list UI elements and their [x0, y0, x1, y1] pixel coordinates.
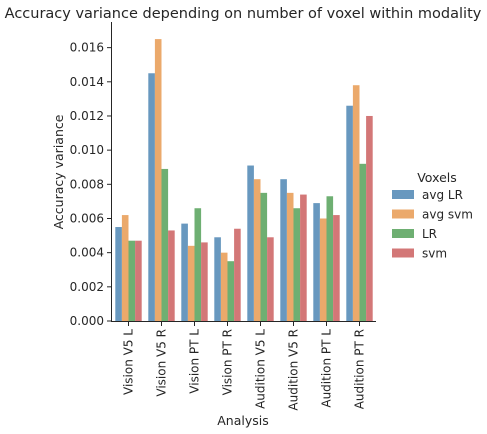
bar-avg-svm-7: [352, 85, 360, 321]
bar-avg-svm-3: [220, 252, 228, 321]
bar-avg-lr-5: [280, 179, 287, 321]
bar-svm-4: [267, 237, 274, 321]
legend-label: LR: [422, 227, 437, 241]
x-axis-label: Analysis: [217, 413, 269, 428]
bar-lr-4: [260, 192, 268, 321]
y-axis-label: Accuracy variance: [51, 114, 66, 229]
bar-svm-7: [366, 115, 373, 321]
y-tick-label: 0.006: [70, 211, 104, 225]
legend: Voxels avg LR avg svm LR svm: [392, 170, 473, 261]
chart-title: Accuracy variance depending on number of…: [5, 6, 482, 22]
bar-svm-3: [234, 228, 241, 321]
legend-swatch-avg-svm: [392, 209, 414, 219]
x-tick-label: Vision PT L: [188, 329, 202, 394]
legend-label: svm: [422, 247, 447, 261]
y-tick-label: 0.012: [70, 109, 104, 123]
bar-avg-svm-5: [286, 192, 294, 321]
bar-lr-0: [128, 240, 136, 321]
y-tick-label: 0.000: [70, 314, 104, 328]
y-tick-label: 0.004: [70, 246, 104, 260]
bar-lr-2: [194, 208, 202, 321]
legend-swatch-lr: [392, 229, 414, 238]
bar-avg-lr-4: [247, 165, 254, 321]
legend-label: avg LR: [422, 188, 463, 202]
bar-avg-lr-6: [313, 203, 320, 321]
x-tick-label: Audition V5 L: [254, 329, 268, 409]
bar-avg-svm-1: [154, 39, 162, 322]
bar-avg-svm-0: [121, 215, 129, 321]
x-axis: Vision V5 L Vision V5 R Vision PT L Vision …: [111, 321, 376, 411]
x-tick-label: Audition PT R: [353, 329, 367, 409]
x-tick-label: Audition V5 R: [287, 329, 301, 411]
y-tick-label: 0.008: [70, 177, 104, 191]
bar-lr-1: [161, 168, 169, 321]
x-tick-label: Vision V5 L: [122, 329, 136, 395]
x-tick-label: Vision V5 R: [155, 329, 169, 397]
bar-avg-svm-4: [253, 179, 261, 321]
bar-svm-1: [168, 230, 175, 321]
bar-svm-5: [300, 194, 307, 321]
legend-label: avg svm: [422, 208, 473, 222]
bar-avg-lr-0: [115, 227, 122, 321]
bar-svm-0: [135, 240, 142, 321]
legend-title: Voxels: [417, 170, 457, 185]
bar-svm-6: [333, 215, 340, 321]
bar-avg-svm-2: [187, 245, 195, 321]
bars-group: [115, 39, 373, 322]
bar-avg-svm-6: [319, 218, 327, 321]
legend-swatch-avg-lr: [392, 190, 414, 199]
y-tick-label: 0.002: [70, 280, 104, 294]
bar-svm-2: [201, 242, 208, 321]
legend-swatch-svm: [392, 248, 414, 258]
bar-lr-7: [359, 163, 367, 321]
bar-avg-lr-1: [148, 73, 155, 321]
y-tick-label: 0.014: [70, 75, 104, 89]
bar-avg-lr-7: [346, 105, 353, 321]
x-tick-label: Vision PT R: [221, 329, 235, 395]
bar-lr-6: [326, 196, 334, 321]
y-axis: 0.000 0.002 0.004 0.006 0.008 0.010 0.012 0.014…: [70, 22, 112, 328]
y-tick-label: 0.010: [70, 143, 104, 157]
bar-lr-3: [227, 261, 235, 321]
y-tick-label: 0.016: [70, 41, 104, 55]
bar-avg-lr-2: [181, 223, 188, 321]
x-tick-label: Audition PT L: [320, 329, 334, 408]
bar-lr-5: [293, 208, 301, 321]
bar-avg-lr-3: [214, 237, 221, 321]
